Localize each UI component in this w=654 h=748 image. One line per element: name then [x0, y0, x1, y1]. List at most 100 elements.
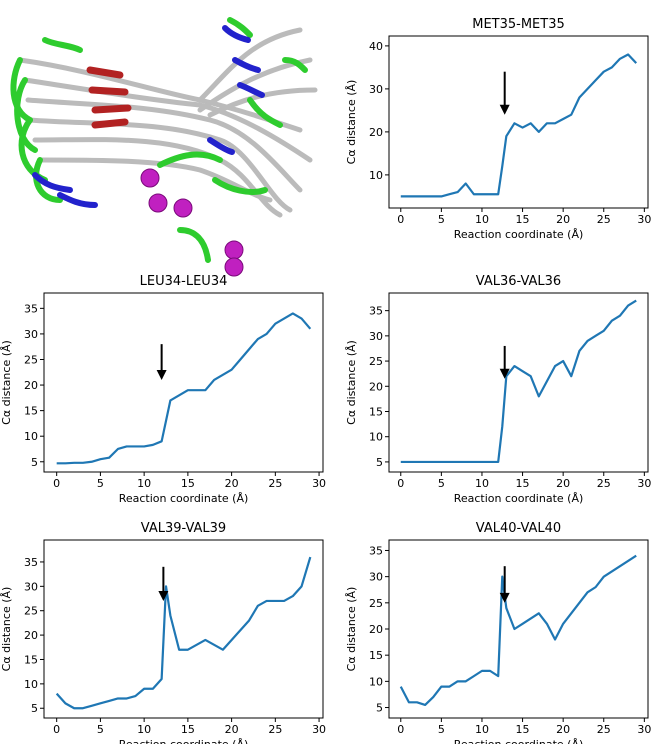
x-tick-label: 0: [397, 723, 404, 736]
x-tick-label: 20: [556, 213, 570, 226]
plot-frame: [389, 293, 648, 472]
y-tick-label: 35: [369, 544, 383, 557]
chart: LEU34-LEU34 Reaction coordinate (Å) Cα dis…: [0, 274, 326, 505]
x-tick-label: 10: [137, 477, 151, 490]
data-line: [401, 556, 636, 705]
x-tick-label: 30: [312, 723, 326, 736]
y-tick-label: 5: [376, 702, 383, 715]
x-tick-label: 30: [637, 723, 651, 736]
chart: VAL40-VAL40 Reaction coordinate (Å) Cα dis…: [345, 521, 651, 744]
chart: VAL36-VAL36 Reaction coordinate (Å) Cα dis…: [345, 274, 651, 505]
y-tick-label: 5: [31, 702, 38, 715]
x-tick-label: 15: [181, 723, 195, 736]
y-tick-label: 5: [376, 456, 383, 469]
y-tick-label: 20: [24, 379, 38, 392]
y-tick-label: 40: [369, 40, 383, 53]
x-tick-label: 10: [475, 723, 489, 736]
molecule-image: [13, 20, 315, 276]
x-tick-label: 20: [556, 477, 570, 490]
data-line: [57, 557, 311, 708]
x-tick-label: 20: [225, 477, 239, 490]
y-tick-label: 35: [369, 305, 383, 318]
y-tick-label: 30: [369, 330, 383, 343]
x-tick-label: 30: [637, 477, 651, 490]
y-tick-label: 25: [369, 355, 383, 368]
y-tick-label: 25: [24, 353, 38, 366]
x-tick-label: 5: [438, 723, 445, 736]
y-tick-label: 20: [369, 126, 383, 139]
data-line: [57, 313, 311, 463]
y-tick-label: 15: [24, 405, 38, 418]
y-tick-label: 30: [24, 580, 38, 593]
y-axis-label: Cα distance (Å): [345, 340, 358, 425]
chart-title: VAL36-VAL36: [476, 274, 561, 289]
x-tick-label: 25: [597, 213, 611, 226]
plot-frame: [389, 540, 648, 718]
y-tick-label: 10: [369, 169, 383, 182]
y-tick-label: 25: [24, 605, 38, 618]
x-tick-label: 15: [181, 477, 195, 490]
x-tick-label: 25: [597, 723, 611, 736]
y-tick-label: 35: [24, 302, 38, 315]
x-tick-label: 25: [268, 723, 282, 736]
x-tick-label: 10: [475, 213, 489, 226]
x-tick-label: 30: [312, 477, 326, 490]
x-tick-label: 20: [225, 723, 239, 736]
y-tick-label: 30: [369, 571, 383, 584]
y-tick-label: 35: [24, 556, 38, 569]
plot-frame: [44, 540, 323, 718]
chart-title: VAL40-VAL40: [476, 521, 561, 536]
y-tick-label: 30: [369, 83, 383, 96]
x-tick-label: 5: [97, 723, 104, 736]
x-axis-label: Reaction coordinate (Å): [454, 228, 584, 241]
x-axis-label: Reaction coordinate (Å): [119, 492, 249, 505]
x-axis-label: Reaction coordinate (Å): [119, 738, 249, 744]
y-tick-label: 10: [369, 431, 383, 444]
y-tick-label: 10: [24, 430, 38, 443]
data-line: [401, 54, 636, 196]
x-tick-label: 5: [438, 477, 445, 490]
x-tick-label: 0: [53, 477, 60, 490]
x-tick-label: 15: [516, 213, 530, 226]
x-tick-label: 15: [516, 723, 530, 736]
y-tick-label: 10: [369, 675, 383, 688]
x-tick-label: 10: [137, 723, 151, 736]
y-axis-label: Cα distance (Å): [345, 80, 358, 165]
chart-title: MET35-MET35: [472, 17, 565, 32]
y-tick-label: 15: [369, 405, 383, 418]
data-line: [401, 301, 636, 462]
x-tick-label: 5: [97, 477, 104, 490]
x-tick-label: 25: [268, 477, 282, 490]
chart-title: LEU34-LEU34: [140, 274, 228, 289]
y-axis-label: Cα distance (Å): [345, 587, 358, 672]
y-tick-label: 20: [369, 380, 383, 393]
chart: VAL39-VAL39 Reaction coordinate (Å) Cα dis…: [0, 521, 326, 744]
x-tick-label: 10: [475, 477, 489, 490]
y-tick-label: 20: [24, 629, 38, 642]
x-tick-label: 15: [516, 477, 530, 490]
x-tick-label: 25: [597, 477, 611, 490]
y-tick-label: 15: [24, 653, 38, 666]
y-tick-label: 15: [369, 649, 383, 662]
y-axis-label: Cα distance (Å): [0, 340, 13, 425]
x-tick-label: 30: [637, 213, 651, 226]
y-tick-label: 20: [369, 623, 383, 636]
arrow-head: [157, 370, 167, 380]
y-tick-label: 25: [369, 597, 383, 610]
figure: MET35-MET35 Reaction coordinate (Å) Cα dis…: [0, 0, 654, 744]
chart: MET35-MET35 Reaction coordinate (Å) Cα dis…: [345, 17, 651, 241]
chart-title: VAL39-VAL39: [141, 521, 226, 536]
x-tick-label: 0: [397, 213, 404, 226]
x-tick-label: 5: [438, 213, 445, 226]
x-axis-label: Reaction coordinate (Å): [454, 492, 584, 505]
x-tick-label: 0: [397, 477, 404, 490]
y-tick-label: 5: [31, 456, 38, 469]
x-axis-label: Reaction coordinate (Å): [454, 738, 584, 744]
y-axis-label: Cα distance (Å): [0, 587, 13, 672]
y-tick-label: 10: [24, 678, 38, 691]
y-tick-label: 30: [24, 328, 38, 341]
plot-frame: [389, 36, 648, 208]
arrow-head: [500, 105, 510, 115]
x-tick-label: 0: [53, 723, 60, 736]
x-tick-label: 20: [556, 723, 570, 736]
